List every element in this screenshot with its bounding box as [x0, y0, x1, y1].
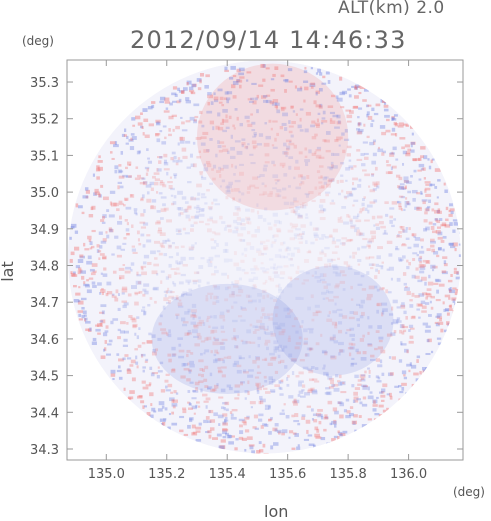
y-tick-label: 34.9 [30, 223, 59, 238]
y-axis: 34.3 34.4 34.5 34.6 34.7 34.8 34.9 35.0 35.1 35.2… [30, 76, 463, 458]
y-tick-label: 34.6 [30, 333, 59, 348]
y-tick-label: 34.5 [30, 370, 59, 385]
coverage-disk [67, 60, 461, 454]
y-tick-label: 35.1 [30, 149, 59, 164]
y-tick-label: 35.0 [30, 186, 59, 201]
x-unit-label: (deg) [453, 485, 485, 499]
y-tick-label: 35.3 [30, 76, 59, 91]
y-tick-label: 35.2 [30, 113, 59, 128]
y-tick-label: 34.8 [30, 260, 59, 275]
chart-title-timestamp: 2012/09/14 14:46:33 [130, 26, 407, 54]
x-tick-label: 135.2 [148, 467, 185, 482]
x-tick-label: 135.6 [269, 467, 306, 482]
x-tick-label: 135.0 [88, 467, 125, 482]
x-tick-label: 135.4 [209, 467, 246, 482]
field-region-negative [272, 265, 394, 376]
field-speckle [69, 63, 461, 454]
x-tick-label: 135.8 [330, 467, 367, 482]
x-axis-label: lon [264, 502, 289, 521]
field-region-positive [196, 63, 349, 211]
x-tick-label: 136.0 [390, 467, 427, 482]
altitude-label: ALT(km) 2.0 [338, 0, 445, 18]
y-unit-label: (deg) [22, 34, 54, 48]
reflectivity-field [67, 60, 461, 454]
y-tick-label: 34.4 [30, 406, 59, 421]
y-tick-label: 34.7 [30, 296, 59, 311]
plot-frame [66, 59, 464, 461]
y-tick-label: 34.3 [30, 443, 59, 458]
field-region-negative [151, 283, 303, 394]
x-axis: 135.0 135.2 135.4 135.6 135.8 136.0 [88, 60, 427, 482]
